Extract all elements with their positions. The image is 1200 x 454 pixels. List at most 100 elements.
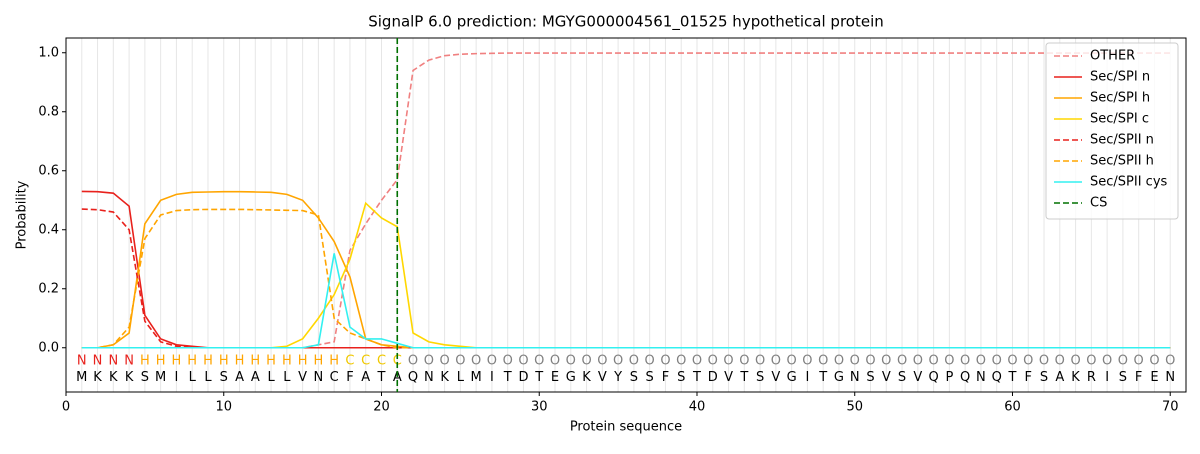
region-label: O [723, 354, 733, 369]
plot-frame [65, 37, 1187, 393]
region-label: O [834, 354, 844, 369]
legend-label: Sec/SPII cys [1090, 175, 1168, 190]
y-tick-label: 0.2 [38, 281, 59, 296]
series-line [81, 253, 1171, 349]
region-label: O [1165, 354, 1175, 369]
region-label: O [660, 354, 670, 369]
series-line [81, 208, 1171, 349]
region-label: C [393, 354, 402, 369]
region-label: H [187, 354, 197, 369]
residue: N [976, 370, 986, 385]
region-label: H [235, 354, 245, 369]
residue: S [1119, 370, 1127, 385]
region-label: O [455, 354, 465, 369]
residue: S [646, 370, 654, 385]
region-label: O [708, 354, 718, 369]
region-label: H [219, 354, 229, 369]
region-label: O [439, 354, 449, 369]
series-line [81, 201, 1171, 349]
residue: V [913, 370, 922, 385]
series-line [81, 190, 1171, 349]
region-label: H [298, 354, 308, 369]
region-label: O [629, 354, 639, 369]
residue: S [630, 370, 638, 385]
x-tick-label: 50 [846, 400, 863, 415]
region-label: N [77, 354, 87, 369]
residue: S [898, 370, 906, 385]
legend-label: Sec/SPI c [1090, 112, 1149, 127]
residue: Q [408, 370, 418, 385]
region-label: O [550, 354, 560, 369]
residue: A [251, 370, 260, 385]
residue: L [457, 370, 465, 385]
y-tick-label: 0.4 [38, 222, 59, 237]
region-label: N [93, 354, 103, 369]
region-label: C [361, 354, 370, 369]
residue: L [189, 370, 197, 385]
series-line [81, 190, 1171, 349]
legend-box [1045, 42, 1179, 220]
region-label: O [944, 354, 954, 369]
residue: V [298, 370, 307, 385]
residue: T [739, 370, 748, 385]
region-label: N [108, 354, 118, 369]
x-tick-label: 0 [62, 400, 70, 415]
region-label: O [928, 354, 938, 369]
residue: L [267, 370, 275, 385]
residue: I [1105, 370, 1109, 385]
x-tick-label: 70 [1162, 400, 1179, 415]
region-label: H [203, 354, 213, 369]
residue: S [1040, 370, 1048, 385]
residue: M [76, 370, 87, 385]
residue: M [471, 370, 482, 385]
legend-label: OTHER [1090, 49, 1135, 64]
residue: I [805, 370, 809, 385]
residue: D [708, 370, 718, 385]
residue: K [1071, 370, 1080, 385]
legend-label: Sec/SPI h [1090, 91, 1150, 106]
region-label: O [613, 354, 623, 369]
region-label: O [1149, 354, 1159, 369]
legend-label: CS [1090, 196, 1107, 211]
residue: L [283, 370, 291, 385]
residue: G [787, 370, 797, 385]
region-label: O [503, 354, 513, 369]
residue: F [662, 370, 669, 385]
x-tick-label: 20 [373, 400, 390, 415]
x-tick-label: 60 [1004, 400, 1021, 415]
region-label: O [771, 354, 781, 369]
region-label: O [518, 354, 528, 369]
region-label: O [534, 354, 544, 369]
legend-label: Sec/SPII h [1090, 154, 1154, 169]
region-label: O [818, 354, 828, 369]
region-label: O [865, 354, 875, 369]
region-label: H [314, 354, 324, 369]
x-tick-label: 30 [531, 400, 548, 415]
residue: R [1087, 370, 1096, 385]
residue: A [393, 370, 402, 385]
residue: N [314, 370, 324, 385]
residue: Q [960, 370, 970, 385]
residue: N [1165, 370, 1175, 385]
residue: S [141, 370, 149, 385]
x-tick-label: 10 [215, 400, 232, 415]
region-label: O [755, 354, 765, 369]
region-label: N [124, 354, 134, 369]
residue: Q [992, 370, 1002, 385]
region-label: O [581, 354, 591, 369]
region-label: C [345, 354, 354, 369]
residue: C [330, 370, 339, 385]
region-label: O [913, 354, 923, 369]
residue: I [490, 370, 494, 385]
residue: L [204, 370, 212, 385]
region-label: O [1134, 354, 1144, 369]
y-tick-label: 1.0 [38, 45, 59, 60]
residue: D [518, 370, 528, 385]
series-line [81, 208, 1171, 349]
residue: S [756, 370, 764, 385]
legend-label: Sec/SPII n [1090, 133, 1154, 148]
y-axis-label: Probability [15, 180, 30, 249]
y-tick-label: 0.8 [38, 104, 59, 119]
region-label: O [692, 354, 702, 369]
